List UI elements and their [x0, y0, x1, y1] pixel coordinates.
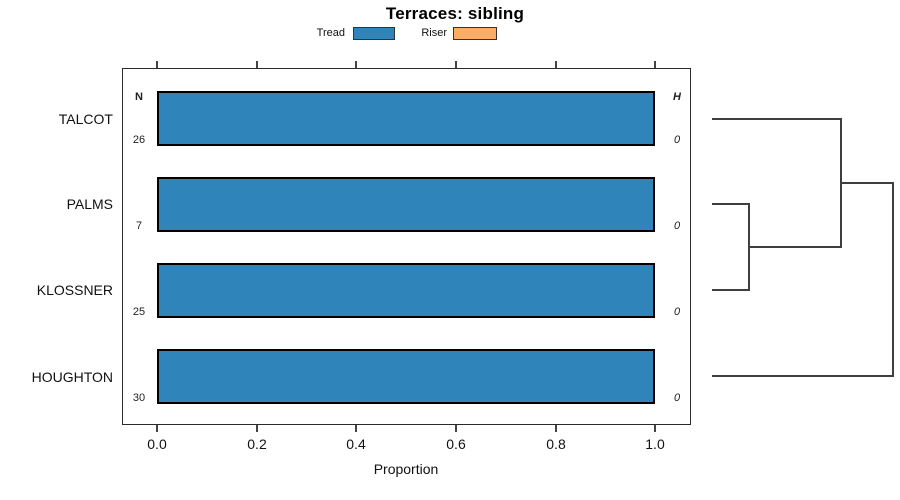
- bar-palms: [157, 177, 655, 232]
- bar-talcot: [157, 91, 655, 146]
- h-value: 0: [673, 220, 681, 232]
- x-tick: [455, 61, 457, 68]
- y-label-klossner: KLOSSNER: [36, 282, 113, 298]
- dendrogram-segment: [712, 375, 894, 377]
- n-value: 25: [132, 306, 146, 318]
- plot-area: [122, 68, 691, 425]
- dendrogram-segment: [892, 182, 894, 377]
- dendrogram-segment: [712, 289, 750, 291]
- bar-houghton: [157, 349, 655, 404]
- dendrogram-segment: [712, 118, 842, 120]
- x-tick: [455, 425, 457, 432]
- x-tick: [654, 425, 656, 432]
- x-tick-label: 0.2: [247, 436, 267, 452]
- legend-label-riser: Riser: [421, 27, 447, 39]
- x-tick: [256, 425, 258, 432]
- x-tick-label: 0.0: [147, 436, 167, 452]
- y-label-houghton: HOUGHTON: [31, 369, 113, 385]
- x-axis-title: Proportion: [373, 461, 439, 477]
- h-column-header: H: [673, 91, 681, 103]
- h-value: 0: [673, 306, 681, 318]
- h-value: 0: [673, 134, 681, 146]
- h-value: 0: [673, 392, 681, 404]
- x-tick: [355, 425, 357, 432]
- y-label-palms: PALMS: [66, 196, 113, 212]
- n-column-header: N: [135, 91, 143, 103]
- x-tick: [555, 425, 557, 432]
- dendrogram-segment: [748, 246, 842, 248]
- chart-title: Terraces: sibling: [385, 4, 525, 23]
- n-value: 7: [135, 220, 143, 232]
- x-tick-label: 0.4: [346, 436, 366, 452]
- bar-klossner: [157, 263, 655, 318]
- y-label-talcot: TALCOT: [58, 111, 113, 127]
- dendrogram-segment: [712, 203, 750, 205]
- x-tick-label: 0.8: [546, 436, 566, 452]
- dendrogram-segment: [840, 182, 894, 184]
- x-tick-label: 1.0: [645, 436, 665, 452]
- n-value: 30: [132, 392, 146, 404]
- legend-swatch-tread: [353, 27, 395, 40]
- legend-label-tread: Tread: [316, 27, 345, 39]
- x-tick: [256, 61, 258, 68]
- x-tick: [654, 61, 656, 68]
- n-value: 26: [132, 134, 146, 146]
- x-tick: [156, 425, 158, 432]
- legend-swatch-riser: [453, 27, 497, 40]
- x-tick-label: 0.6: [446, 436, 466, 452]
- x-tick: [555, 61, 557, 68]
- x-tick: [156, 61, 158, 68]
- x-tick: [355, 61, 357, 68]
